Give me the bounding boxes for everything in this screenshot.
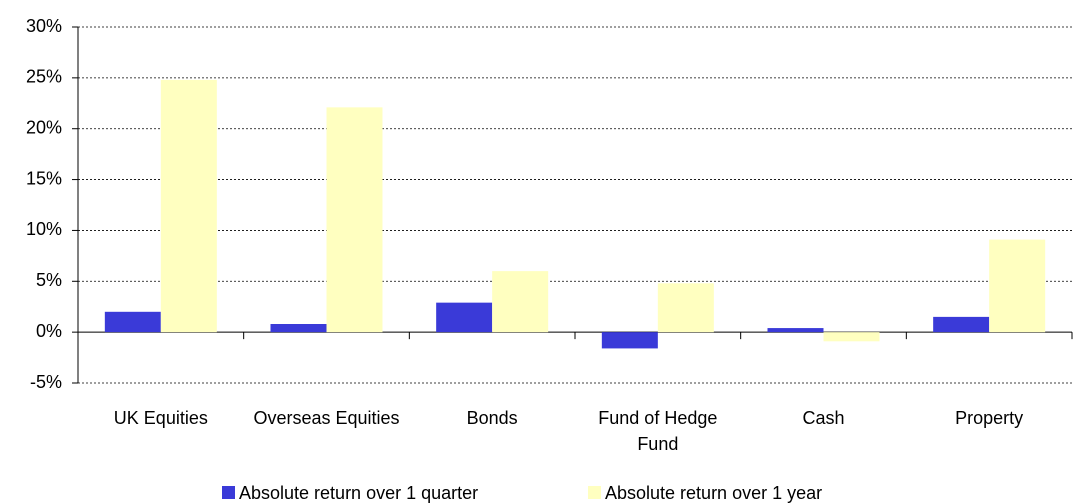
y-tick-label: -5%	[30, 372, 62, 392]
y-tick-label: 15%	[26, 168, 62, 188]
bar	[492, 271, 549, 333]
y-tick-label: 30%	[26, 16, 62, 36]
bar	[160, 79, 217, 333]
x-tick-label: Overseas Equities	[253, 408, 400, 428]
legend-swatch	[222, 486, 235, 499]
bar	[270, 324, 327, 333]
bar	[933, 316, 990, 333]
x-tick-label: Bonds	[466, 408, 518, 428]
y-tick-label: 10%	[26, 219, 62, 239]
legend-label: Absolute return over 1 year	[605, 483, 822, 503]
x-tick-label: Fund of Hedge Fund	[598, 408, 718, 454]
bar	[989, 239, 1046, 333]
bar	[326, 107, 383, 333]
x-tick-label: Cash	[802, 408, 845, 428]
bar	[104, 311, 161, 333]
y-tick-label: 20%	[26, 117, 62, 137]
y-tick-label: 25%	[26, 67, 62, 87]
bar	[823, 332, 880, 342]
x-tick-label: Property	[955, 408, 1024, 428]
bar	[767, 328, 824, 333]
bar	[436, 302, 493, 333]
bar	[601, 332, 658, 349]
legend-label: Absolute return over 1 quarter	[239, 483, 478, 503]
y-tick-label: 5%	[36, 270, 62, 290]
y-tick-label: 0%	[36, 321, 62, 341]
bar	[657, 283, 714, 333]
x-tick-label: UK Equities	[113, 408, 208, 428]
legend-swatch	[588, 486, 601, 499]
